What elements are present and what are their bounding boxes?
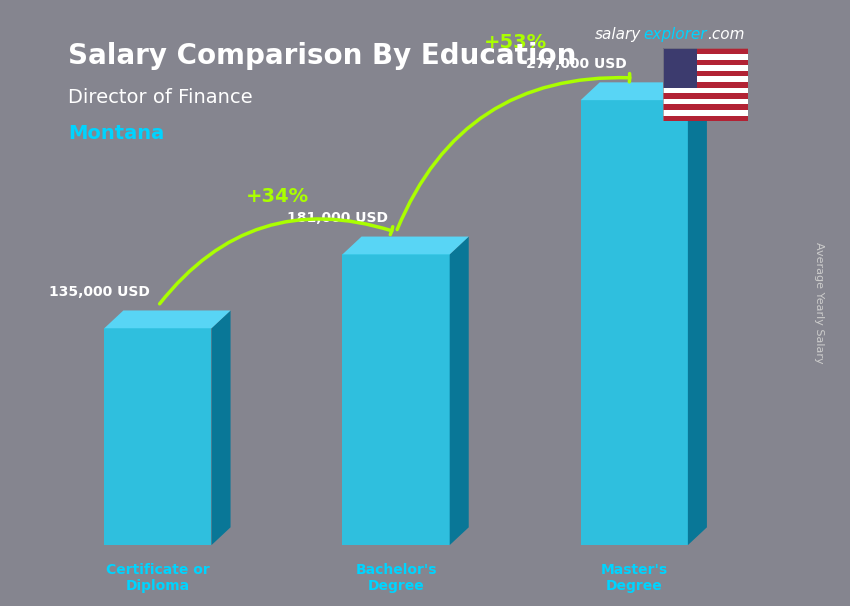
Bar [663, 88, 748, 93]
Bar [663, 82, 748, 88]
Text: Montana: Montana [68, 124, 164, 143]
Polygon shape [343, 236, 468, 255]
Polygon shape [343, 255, 450, 545]
Text: Master's
Degree: Master's Degree [601, 563, 668, 593]
Bar [663, 48, 697, 88]
Text: Certificate or
Diploma: Certificate or Diploma [106, 563, 210, 593]
Bar [663, 93, 748, 99]
Polygon shape [581, 82, 707, 100]
Text: Bachelor's
Degree: Bachelor's Degree [355, 563, 437, 593]
Bar [663, 76, 748, 82]
Bar [663, 54, 748, 59]
Text: explorer: explorer [643, 27, 707, 42]
Polygon shape [581, 100, 688, 545]
Text: salary: salary [595, 27, 641, 42]
Bar [663, 104, 748, 110]
Polygon shape [688, 82, 707, 545]
Text: 181,000 USD: 181,000 USD [287, 211, 388, 225]
Text: Salary Comparison By Education: Salary Comparison By Education [68, 42, 576, 70]
Text: +34%: +34% [246, 187, 309, 206]
Text: Average Yearly Salary: Average Yearly Salary [814, 242, 824, 364]
Bar [663, 59, 748, 65]
Bar [663, 110, 748, 116]
Polygon shape [105, 328, 212, 545]
Text: .com: .com [707, 27, 745, 42]
Text: 277,000 USD: 277,000 USD [525, 57, 626, 72]
Bar [663, 48, 748, 54]
Bar [663, 99, 748, 104]
Text: 135,000 USD: 135,000 USD [49, 285, 150, 299]
Text: +53%: +53% [484, 33, 547, 52]
Text: Director of Finance: Director of Finance [68, 88, 252, 107]
Polygon shape [105, 310, 230, 328]
Bar [663, 116, 748, 121]
Polygon shape [450, 236, 468, 545]
Bar [663, 71, 748, 76]
Polygon shape [212, 310, 230, 545]
Bar [663, 65, 748, 71]
